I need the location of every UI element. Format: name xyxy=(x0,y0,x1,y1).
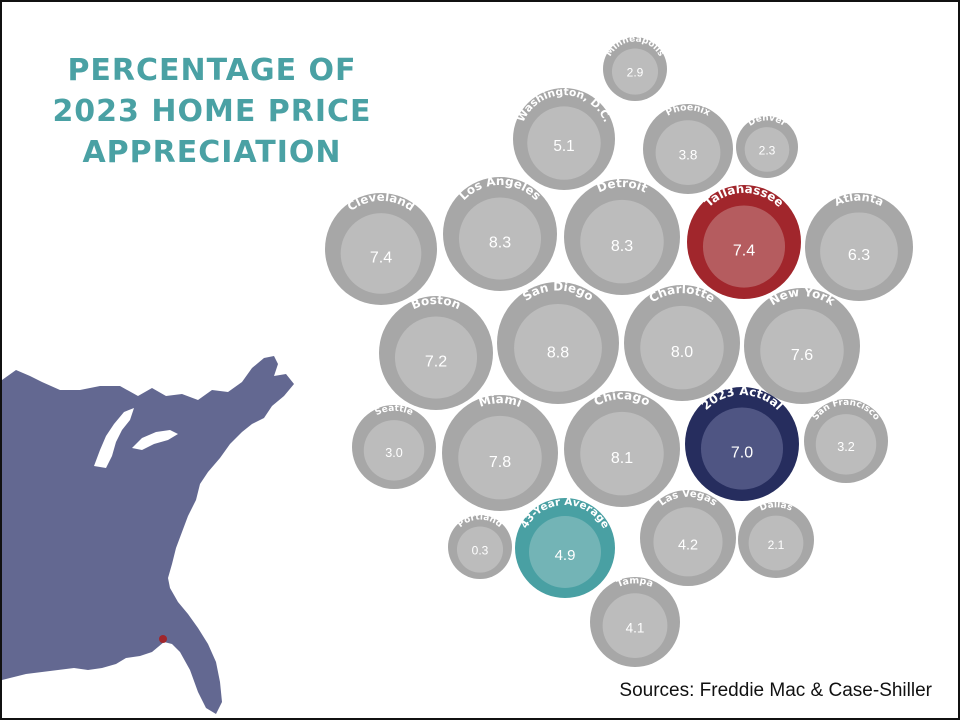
bubble-inner-chicago xyxy=(580,411,664,496)
bubble-inner-charlotte xyxy=(640,305,724,390)
bubble-label-detroit: Detroit xyxy=(595,176,650,195)
bubble-value-miami: 7.8 xyxy=(489,454,511,471)
bubble-value-chicago: 8.1 xyxy=(611,450,633,467)
bubble-inner-san-diego xyxy=(514,303,602,392)
bubble-value-atlanta: 6.3 xyxy=(848,247,870,264)
bubble-value-denver: 2.3 xyxy=(759,143,776,157)
bubble-label-boston: Boston xyxy=(409,293,463,312)
bubble-value-tallahassee: 7.4 xyxy=(733,243,755,260)
us-east-map-icon xyxy=(2,356,294,714)
bubble-inner-43-year-average xyxy=(529,516,601,588)
bubble-value-tampa: 4.1 xyxy=(626,621,645,636)
bubble-label-atlanta: Atlanta xyxy=(832,189,886,208)
bubble-inner-san-francisco xyxy=(815,414,877,475)
bubble-label-phoenix: Phoenix xyxy=(664,102,712,118)
bubble-inner-tallahassee xyxy=(702,205,786,288)
bubble-inner-denver xyxy=(744,127,790,172)
bubble-value-dallas: 2.1 xyxy=(768,538,785,552)
bubble-label-denver: Denver xyxy=(746,113,788,129)
bubble-value-portland: 0.3 xyxy=(472,544,489,558)
bubble-value-washington-d-c: 5.1 xyxy=(553,138,574,155)
bubble-value-las-vegas: 4.2 xyxy=(678,537,698,553)
bubble-inner-seattle xyxy=(363,420,425,481)
tallahassee-marker-icon xyxy=(159,635,167,643)
bubble-tampa: 4.1 Tampa xyxy=(590,575,680,667)
bubble-value-new-york: 7.6 xyxy=(791,347,813,364)
great-lakes-cutout xyxy=(94,408,134,468)
bubble-inner-tampa xyxy=(602,593,668,658)
bubble-phoenix: 3.8 Phoenix xyxy=(643,102,733,194)
bubble-inner-cleveland xyxy=(340,213,422,294)
bubble-value-los-angeles: 8.3 xyxy=(489,235,511,252)
bubble-value-2023-actual: 7.0 xyxy=(731,445,753,462)
bubble-inner-los-angeles xyxy=(458,197,542,280)
great-lakes-cutout-2 xyxy=(132,430,178,450)
bubble-value-phoenix: 3.8 xyxy=(679,148,698,163)
source-credit: Sources: Freddie Mac & Case-Shiller xyxy=(619,680,932,701)
bubble-inner-dallas xyxy=(748,515,804,571)
bubble-atlanta: 6.3 Atlanta xyxy=(805,189,913,301)
bubble-value-cleveland: 7.4 xyxy=(370,249,392,266)
bubble-label-miami: Miami xyxy=(477,392,524,410)
bubble-inner-washington-d-c xyxy=(527,106,601,180)
bubble-label-chicago: Chicago xyxy=(592,388,653,409)
bubble-value-seattle: 3.0 xyxy=(385,446,403,460)
bubble-detroit: 8.3 Detroit xyxy=(564,176,680,295)
bubble-43-year-average: 4.943-Year Average xyxy=(515,496,615,598)
bubble-value-boston: 7.2 xyxy=(425,354,447,371)
bubble-portland: 0.3 Portland xyxy=(448,512,512,579)
bubble-denver: 2.3 Denver xyxy=(736,113,798,178)
bubble-miami: 7.8 Miami xyxy=(442,392,558,511)
bubble-label-portland: Portland xyxy=(456,512,504,530)
bubble-inner-las-vegas xyxy=(653,507,723,577)
title-line-1: PERCENTAGE OF xyxy=(67,53,357,88)
bubble-label-charlotte: Charlotte xyxy=(647,282,718,305)
bubble-value-minneapolis: 2.9 xyxy=(627,66,644,80)
bubble-inner-boston xyxy=(394,316,478,399)
bubble-inner-atlanta xyxy=(820,212,898,291)
bubble-charlotte: 8.0 Charlotte xyxy=(624,282,740,401)
bubble-value-charlotte: 8.0 xyxy=(671,344,693,361)
chart-title: PERCENTAGE OF 2023 HOME PRICE APPRECIATI… xyxy=(32,50,392,173)
bubble-value-san-diego: 8.8 xyxy=(547,345,569,362)
bubble-label-tampa: Tampa xyxy=(615,575,654,590)
bubble-inner-new-york xyxy=(760,308,844,393)
bubble-inner-2023-actual xyxy=(700,407,784,490)
title-line-3: APPRECIATION xyxy=(82,135,342,170)
bubble-inner-phoenix xyxy=(655,120,721,185)
bubble-inner-portland xyxy=(456,526,504,573)
bubble-value-detroit: 8.3 xyxy=(611,238,633,255)
bubble-boston: 7.2 Boston xyxy=(379,293,493,410)
us-east-map-shape xyxy=(2,356,294,714)
bubble-value-43-year-average: 4.9 xyxy=(555,547,576,564)
bubble-inner-miami xyxy=(458,415,542,500)
title-line-2: 2023 HOME PRICE xyxy=(52,94,372,129)
bubble-inner-minneapolis xyxy=(611,48,659,95)
bubble-value-san-francisco: 3.2 xyxy=(837,440,855,454)
bubble-chicago: 8.1 Chicago xyxy=(564,388,680,507)
bubble-inner-detroit xyxy=(580,199,664,284)
